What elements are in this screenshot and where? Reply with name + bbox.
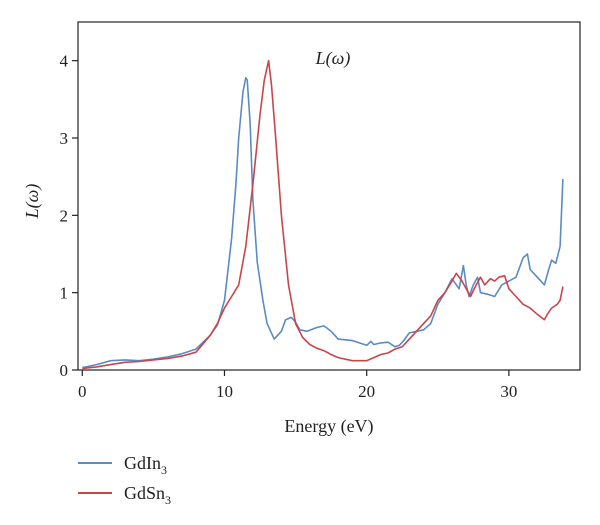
series-lines [82,59,564,370]
series-line-gdin3 [82,76,564,369]
legend-item-gdin3: GdIn3 [78,448,171,478]
legend-swatch-gdsn3 [78,492,112,494]
plot-frame [77,21,581,371]
x-tick-label: 0 [78,382,87,401]
legend-label-gdin3: GdIn3 [124,452,167,477]
legend-swatch-gdin3 [78,462,112,464]
series-line-gdsn3 [82,59,564,370]
y-axis-label: L(ω) [22,184,43,220]
legend: GdIn3 GdSn3 [78,448,171,508]
chart-title: L(ω) [315,48,351,69]
axes: 0 10 20 30 0 1 2 3 4 Energy (eV) L(ω) [22,21,581,437]
legend-item-gdsn3: GdSn3 [78,478,171,508]
y-tick-label: 4 [60,52,69,71]
y-tick-label: 3 [60,129,69,148]
x-tick-label: 30 [500,382,517,401]
y-tick-label: 0 [60,361,69,380]
chart-title-wrapper: L(ω) [315,48,351,69]
legend-label-gdsn3: GdSn3 [124,482,172,507]
x-axis-label: Energy (eV) [284,416,373,437]
x-tick-label: 10 [216,382,233,401]
y-tick-label: 1 [60,284,69,303]
x-tick-label: 20 [358,382,375,401]
y-tick-label: 2 [60,206,69,225]
